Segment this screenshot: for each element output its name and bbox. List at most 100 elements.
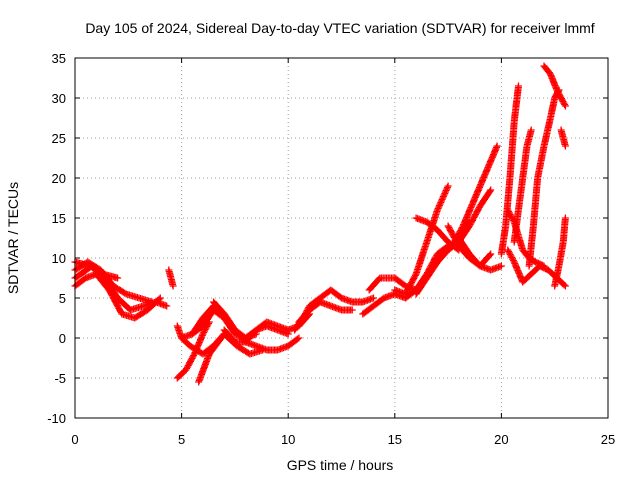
x-tick-label: 20 xyxy=(494,432,508,447)
x-tick-label: 15 xyxy=(388,432,402,447)
track-segment xyxy=(435,227,451,245)
track-segment xyxy=(506,120,518,180)
data-point xyxy=(370,294,377,302)
track-segment xyxy=(530,176,541,228)
track-segment xyxy=(515,176,526,212)
series-track-29 xyxy=(540,62,569,110)
data-point xyxy=(561,142,569,150)
data-points xyxy=(71,62,569,386)
track-segment xyxy=(523,128,535,148)
track-segment xyxy=(554,88,569,108)
track-segment xyxy=(477,163,492,189)
track-segment xyxy=(435,243,451,257)
series-track-4 xyxy=(71,258,122,282)
track-segment xyxy=(547,72,560,92)
series-track-26 xyxy=(504,246,569,290)
track-segment xyxy=(540,116,554,148)
data-point xyxy=(433,206,441,214)
track-segment xyxy=(511,259,526,285)
data-point xyxy=(487,186,495,194)
track-segment xyxy=(93,271,112,293)
data-point xyxy=(497,262,505,270)
data-point xyxy=(493,142,501,150)
x-tick-label: 5 xyxy=(178,432,185,447)
track-segment xyxy=(525,224,537,268)
y-tick-label: 35 xyxy=(52,51,66,66)
y-tick-label: 25 xyxy=(52,131,66,146)
data-point xyxy=(148,298,156,306)
track-segment xyxy=(477,251,494,269)
track-segment xyxy=(132,307,150,321)
track-segment xyxy=(72,275,88,289)
data-point xyxy=(504,206,512,214)
track-segment xyxy=(460,203,475,229)
track-segment xyxy=(392,275,408,289)
series-track-14 xyxy=(295,298,356,326)
series-track-30 xyxy=(551,214,569,290)
series-track-17 xyxy=(391,182,452,298)
track-segment xyxy=(366,275,383,293)
track-segment xyxy=(296,307,312,325)
x-tick-label: 10 xyxy=(281,432,295,447)
data-point xyxy=(444,182,452,190)
track-segment xyxy=(307,295,323,309)
data-point xyxy=(504,246,512,254)
track-segment xyxy=(537,263,551,273)
data-point xyxy=(169,282,177,290)
track-segment xyxy=(87,263,105,277)
x-axis-label: GPS time / hours xyxy=(287,457,394,473)
data-point xyxy=(527,126,535,134)
track-segment xyxy=(519,144,531,180)
track-segment xyxy=(190,323,206,337)
data-point xyxy=(199,330,207,338)
track-segment xyxy=(221,311,238,333)
track-segment xyxy=(145,295,163,313)
track-segment xyxy=(547,96,558,120)
track-segment xyxy=(520,271,534,285)
x-tick-label: 0 xyxy=(71,432,78,447)
data-point xyxy=(156,294,164,302)
y-tick-label: 15 xyxy=(52,211,66,226)
track-segment xyxy=(551,264,563,288)
data-point xyxy=(348,306,356,314)
track-segment xyxy=(456,235,472,257)
track-segment xyxy=(371,295,387,309)
track-segment xyxy=(541,63,553,77)
data-point xyxy=(114,274,122,282)
series-track-31 xyxy=(557,126,569,150)
track-segment xyxy=(424,219,440,233)
track-segment xyxy=(435,247,451,265)
y-tick-label: 20 xyxy=(52,171,66,186)
y-tick-label: 5 xyxy=(59,291,66,306)
track-segment xyxy=(243,327,259,345)
track-segment xyxy=(477,187,494,209)
track-segment xyxy=(434,184,451,212)
track-segment xyxy=(286,335,301,349)
x-tick-label: 25 xyxy=(601,432,615,447)
track-segment xyxy=(466,203,483,229)
track-segment xyxy=(559,216,569,244)
series-track-27 xyxy=(510,126,535,246)
axis-ticks: 0 5 10 15 20 25 -10 -5 0 5 10 15 20 25 30 35 xyxy=(47,51,615,447)
track-segment xyxy=(424,259,441,281)
track-segment xyxy=(206,331,227,357)
y-tick-label: -10 xyxy=(47,411,66,426)
track-segment xyxy=(111,283,129,297)
track-segment xyxy=(555,240,567,268)
track-segment xyxy=(510,84,522,124)
track-segment xyxy=(115,295,133,313)
data-point xyxy=(561,282,569,290)
series-track-19 xyxy=(412,186,495,298)
data-point xyxy=(515,82,522,90)
data-point xyxy=(487,250,495,258)
track-segment xyxy=(413,240,430,276)
track-segment xyxy=(505,248,517,264)
track-segment xyxy=(505,208,517,224)
track-segment xyxy=(200,307,217,329)
data-point xyxy=(163,302,171,310)
y-axis-label: SDTVAR / TECUs xyxy=(5,182,21,294)
track-segment xyxy=(200,320,212,336)
series-track-22 xyxy=(451,142,501,246)
track-segment xyxy=(510,208,522,244)
